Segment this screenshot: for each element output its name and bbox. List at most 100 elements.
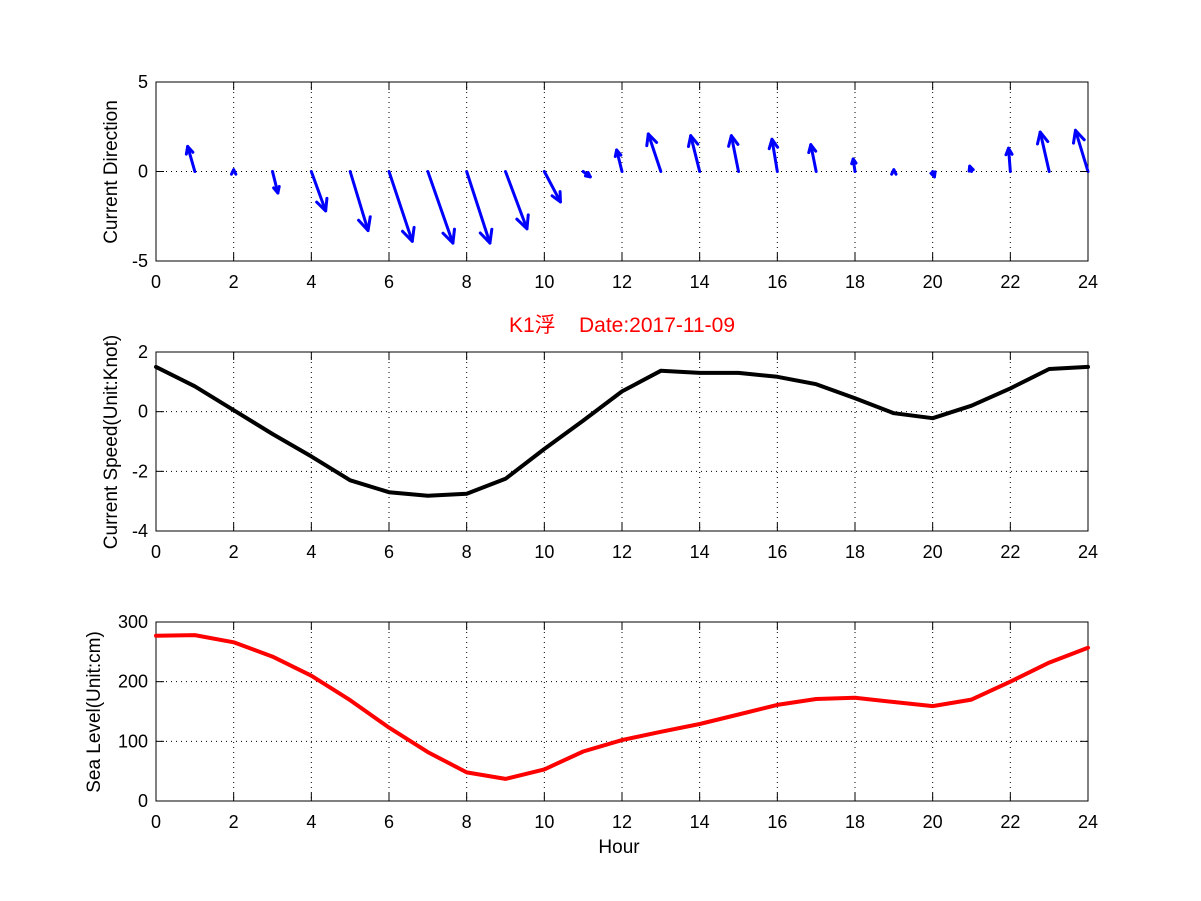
quiver-arrow-head <box>515 213 530 231</box>
quiver-arrow-shaft <box>542 170 562 204</box>
quiver-arrow <box>504 170 530 231</box>
quiver-arrow-head <box>850 157 858 166</box>
quiver-arrow-head <box>441 227 456 245</box>
quiver-arrow-head <box>315 196 329 213</box>
current-speed-plot-area <box>155 351 1089 532</box>
current-direction-xtick-label: 8 <box>462 272 472 292</box>
current-direction-axes: 0 2 4 6 8 10 12 14 16 18 20 22 24-505 Current Direct… <box>101 72 1098 292</box>
sea-level-xtick-label: 14 <box>690 812 710 832</box>
current-direction-xtick-label: 0 <box>151 272 161 292</box>
sea-level-xtick-label: 10 <box>534 812 554 832</box>
current-speed-xtick-label: 0 <box>151 542 161 562</box>
quiver-arrow-head <box>583 170 592 179</box>
quiver-arrow-shaft <box>271 170 280 195</box>
current-speed-series <box>154 364 1090 498</box>
quiver-arrow-head <box>767 137 780 151</box>
sea-level-ytick-label: 0 <box>138 791 148 811</box>
quiver-arrow <box>465 170 494 245</box>
quiver-arrow <box>929 170 937 179</box>
quiver-arrow <box>850 157 858 173</box>
current-speed-ytick-label: 2 <box>138 342 148 362</box>
quiver-arrow <box>727 134 740 173</box>
current-speed-xtick-label: 20 <box>923 542 943 562</box>
quiver-arrow-head <box>1071 128 1086 145</box>
quiver-arrow-head <box>613 148 623 159</box>
current-speed-xtick-label: 6 <box>384 542 394 562</box>
quiver-arrow-head <box>229 168 238 176</box>
quiver-arrow <box>767 137 780 173</box>
current-direction-ticks: 0 2 4 6 8 10 12 14 16 18 20 22 24-505 <box>132 72 1098 292</box>
quiver-arrow <box>645 132 663 173</box>
current-speed-ticks: 0 2 4 6 8 10 12 14 16 18 20 22 24-4-202 <box>132 342 1098 562</box>
sea-level-xlabel: Hour <box>598 837 640 858</box>
current-direction-ylabel: Current Direction <box>101 100 122 244</box>
quiver-arrow <box>807 143 818 173</box>
quiver-arrow <box>967 164 975 173</box>
current-direction-xtick-label: 16 <box>767 272 787 292</box>
quiver-arrow <box>387 170 416 243</box>
current-direction-xtick-label: 22 <box>1000 272 1020 292</box>
quiver-arrow <box>271 170 281 195</box>
quiver-arrow <box>1004 146 1014 173</box>
sea-level-xtick-label: 4 <box>306 812 316 832</box>
sea-level-xtick-label: 8 <box>462 812 472 832</box>
current-speed-ytick-label: 0 <box>138 402 148 422</box>
quiver-arrow-head <box>272 184 281 195</box>
sea-level-xtick-label: 6 <box>384 812 394 832</box>
current-direction-xtick-label: 6 <box>384 272 394 292</box>
quiver-arrow <box>309 170 329 213</box>
sea-level-xtick-label: 0 <box>151 812 161 832</box>
sea-level-plot-area <box>155 621 1089 802</box>
current-speed-xtick-label: 18 <box>845 542 865 562</box>
quiver-arrow-shaft <box>1073 128 1090 173</box>
quiver-arrow-head <box>401 225 416 243</box>
current-speed-xtick-label: 22 <box>1000 542 1020 562</box>
quiver-arrow-shaft <box>348 170 370 233</box>
current-direction-xtick-label: 2 <box>229 272 239 292</box>
sea-level-xtick-label: 12 <box>612 812 632 832</box>
current-speed-xtick-label: 12 <box>612 542 632 562</box>
quiver-arrow <box>184 144 197 173</box>
sea-level-xtick-label: 2 <box>229 812 239 832</box>
sea-level-ylabel: Sea Level(Unit:cm) <box>84 631 105 793</box>
quiver-arrow <box>1071 128 1090 173</box>
quiver-arrow-shaft <box>387 170 414 243</box>
current-direction-xtick-label: 20 <box>923 272 943 292</box>
quiver-arrow-head <box>929 170 937 179</box>
quiver-arrow-shaft <box>504 170 529 231</box>
quiver-arrow-shaft <box>1038 130 1051 173</box>
current-speed-axes: 0 2 4 6 8 10 12 14 16 18 20 22 24-4-202 Current Spee… <box>101 335 1098 562</box>
current-direction-ytick-label: 0 <box>138 162 148 182</box>
quiver-arrow-head <box>890 168 898 176</box>
current-direction-arrows <box>184 128 1090 245</box>
quiver-arrow-head <box>645 132 659 148</box>
current-direction-xtick-label: 10 <box>534 272 554 292</box>
current-direction-xtick-label: 14 <box>690 272 710 292</box>
current-speed-ylabel: Current Speed(Unit:Knot) <box>101 335 122 549</box>
quiver-arrow <box>686 134 702 173</box>
sea-level-ytick-label: 200 <box>118 672 148 692</box>
quiver-arrow-head <box>550 190 562 204</box>
sea-level-xtick-label: 24 <box>1078 812 1098 832</box>
current-speed-ytick-label: -4 <box>132 521 148 541</box>
current-direction-xtick-label: 4 <box>306 272 316 292</box>
chart-title: K1浮 Date:2017-11-09 <box>509 314 735 337</box>
quiver-arrow-head <box>478 227 494 245</box>
quiver-arrow-head <box>727 134 740 148</box>
sea-level-xtick-label: 16 <box>767 812 787 832</box>
quiver-arrow <box>348 170 372 233</box>
quiver-arrow-shaft <box>689 134 702 173</box>
quiver-arrow <box>613 148 624 173</box>
sea-level-ytick-label: 300 <box>118 612 148 632</box>
quiver-arrow-shaft <box>770 137 779 173</box>
quiver-arrow-shaft <box>465 170 492 245</box>
sea-level-ytick-label: 100 <box>118 731 148 751</box>
current-direction-ytick-label: 5 <box>138 72 148 92</box>
current-speed-grid <box>156 352 1088 531</box>
quiver-arrow-shaft <box>729 134 740 173</box>
quiver-arrow-head <box>184 144 195 156</box>
current-direction-xtick-label: 24 <box>1078 272 1098 292</box>
quiver-arrow <box>1035 130 1051 173</box>
